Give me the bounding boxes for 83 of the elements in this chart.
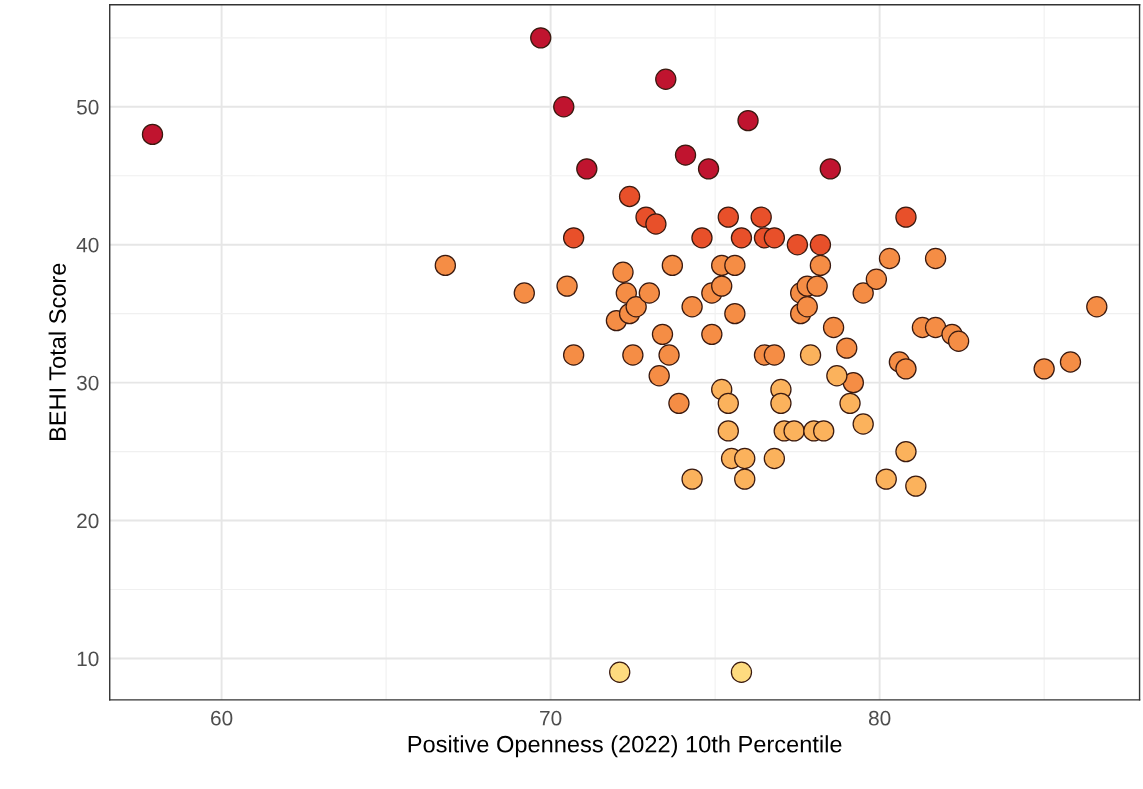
point [651,323,674,346]
point [622,344,644,366]
point [645,213,667,235]
point [924,316,947,339]
point [513,282,535,304]
point [711,275,733,297]
point [730,227,753,249]
point [530,27,552,49]
point [618,185,641,208]
y-tick-label: 10 [77,651,99,667]
point [786,234,809,256]
point [839,392,861,415]
point [1059,351,1082,373]
point [819,158,841,180]
point [905,475,927,497]
point [750,206,772,228]
point [806,275,828,297]
point [865,268,888,290]
point [852,413,874,435]
y-tick-label: 30 [76,375,99,391]
point [697,158,720,180]
point [924,247,947,270]
point [434,254,457,277]
point [763,344,786,366]
point [655,68,677,90]
point [826,365,848,387]
point [717,206,739,228]
point [796,296,818,318]
point [612,261,634,283]
point [553,96,575,118]
point [809,234,832,256]
point [734,447,756,470]
point [836,337,858,359]
point [783,420,805,442]
point [895,206,917,228]
point [895,358,917,380]
point [717,420,739,442]
x-axis-title: Positive Openness (2022) 10th Percentile [408,735,842,758]
y-tick-label: 20 [77,513,99,529]
point [724,254,746,277]
point [717,392,739,415]
point [878,247,901,270]
point [556,275,578,297]
point [562,227,585,249]
point [737,109,759,132]
y-axis-title: BEHI Total Score [48,263,66,441]
point [770,392,792,415]
point [763,227,786,249]
point [852,282,874,304]
point [822,316,845,339]
point [1033,358,1055,380]
y-tick-label: 50 [76,99,99,115]
point [813,420,835,442]
point [1086,296,1108,318]
point [842,371,865,394]
point [609,661,631,683]
point [648,365,670,387]
point [576,158,598,180]
point [691,227,713,249]
point [763,447,786,470]
point [875,468,897,490]
point [947,330,970,352]
x-tick-label: 60 [211,710,233,726]
point [895,440,917,463]
point [799,344,822,366]
point [141,123,164,146]
point [668,392,690,415]
x-tick-label: 70 [540,710,562,726]
point [658,344,680,366]
point [809,254,832,277]
point [681,468,703,490]
point [562,344,585,366]
point [701,323,723,346]
point [724,302,746,325]
point [661,254,684,277]
point [674,144,697,166]
point [730,661,753,683]
point [638,282,661,304]
point [734,468,756,490]
x-tick-label: 80 [868,710,891,726]
y-tick-label: 40 [76,237,99,253]
point [625,296,647,318]
point [681,296,703,318]
